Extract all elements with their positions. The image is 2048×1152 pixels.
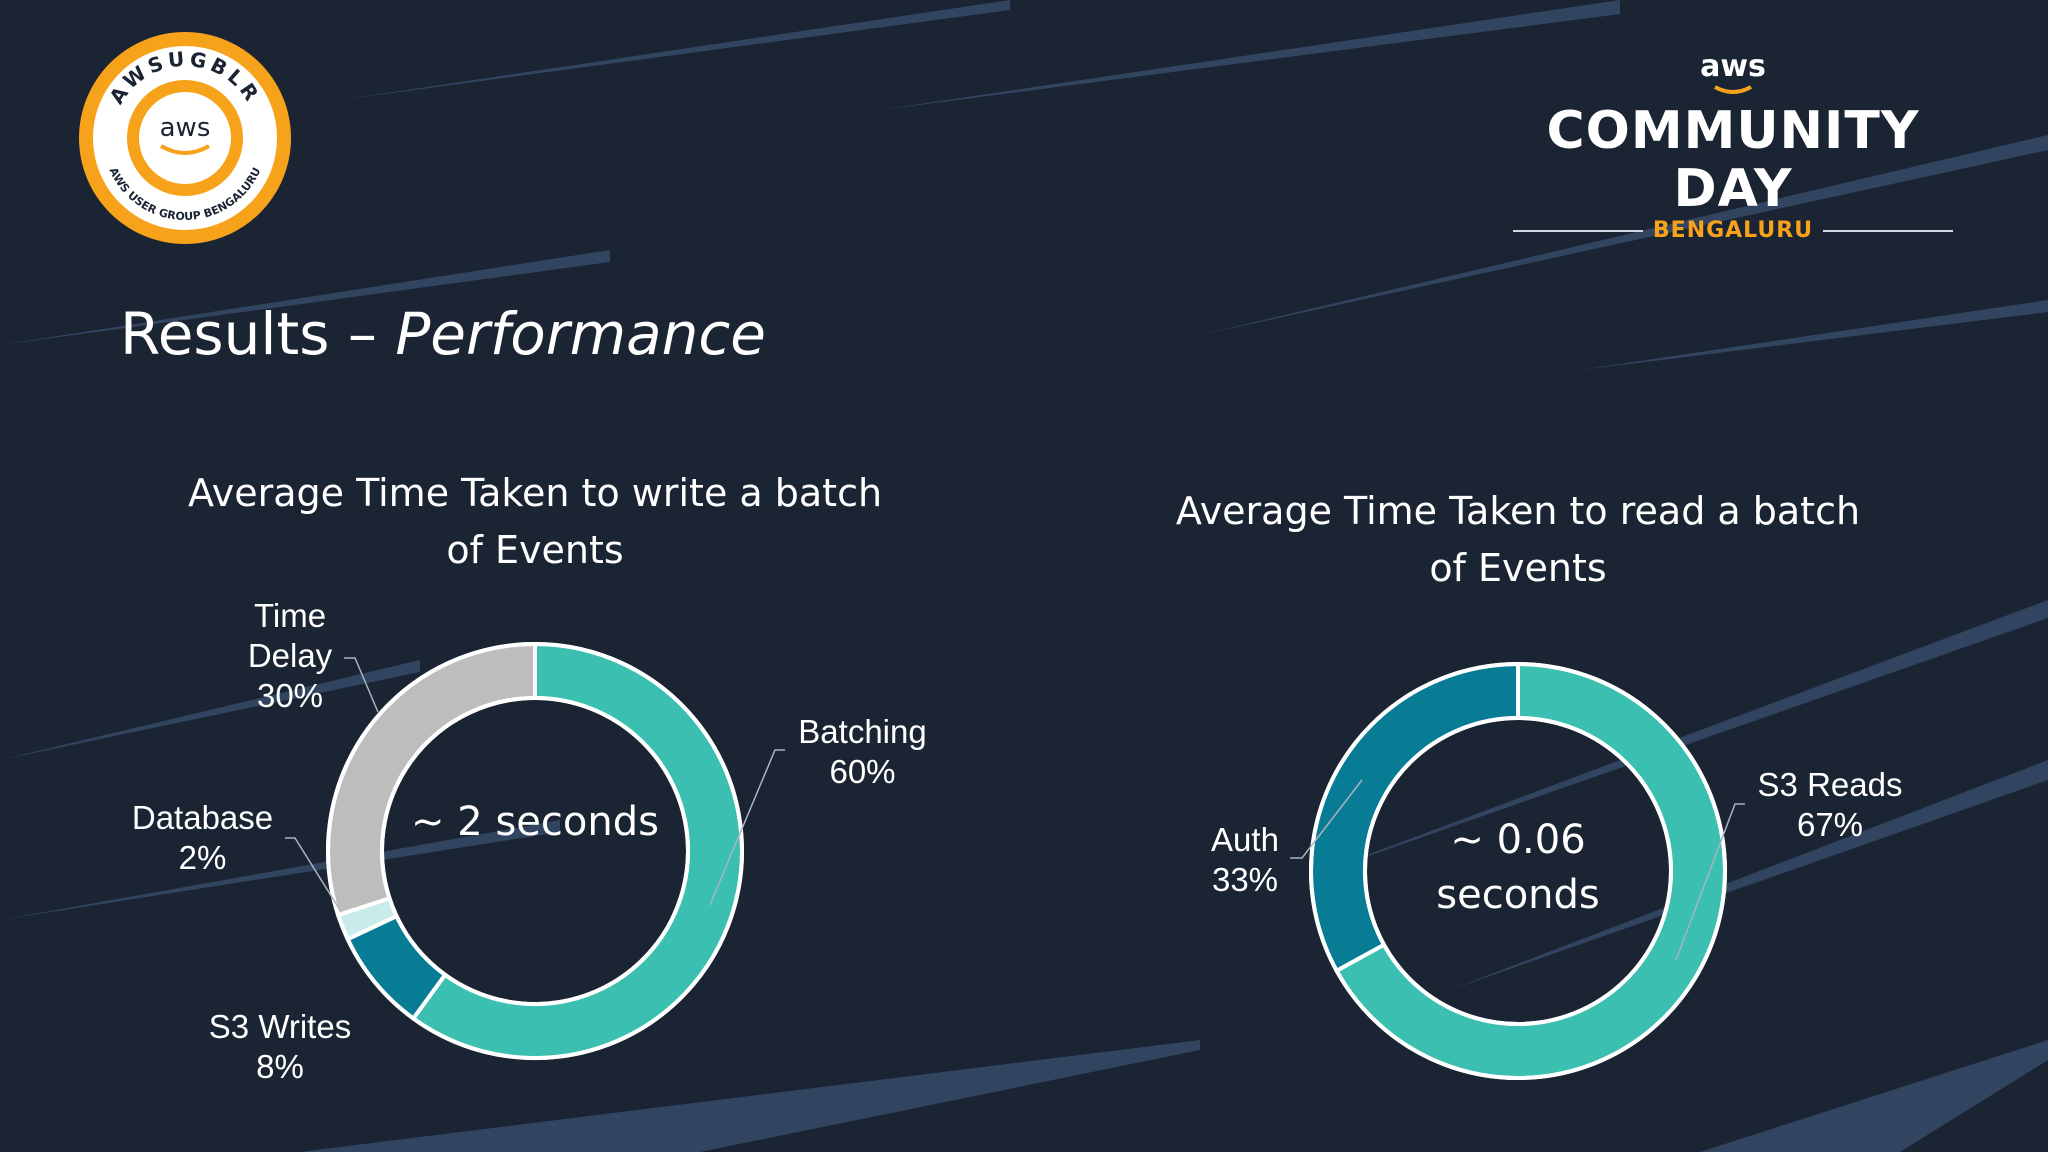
cd-rule-left [1512,229,1643,232]
aws-user-group-logo: AWSUGBLR AWS USER GROUP BENGALURU aws [79,32,291,244]
chart1-label-database-pct: 2% [178,839,227,876]
slide-title-main: Results – [120,300,396,368]
chart2-label-s3-reads-pct: 67% [1796,806,1864,843]
chart1-leader-time-delay [344,657,379,713]
chart2-title-line1: Average Time Taken to read a batch [1175,489,1861,533]
chart1-outer-outline [326,642,744,1060]
bg-stripe [880,0,1620,110]
cd-city-row: BENGALURU [1498,218,1968,243]
cd-rule-right [1823,229,1954,232]
chart2-label-auth-name: Auth [1211,821,1279,858]
chart1-title-line1: Average Time Taken to write a batch [187,471,883,515]
chart2-title: Average Time Taken to read a batch of Ev… [1138,483,1898,597]
chart1-label-batching: Batching 60% [780,712,945,792]
logo-center [139,92,231,184]
chart2-inner-outline [1363,716,1673,1026]
logo-aws-text: aws [160,113,211,143]
community-day-logo: aws COMMUNITY DAY BENGALURU [1498,50,1968,243]
bg-stripe [0,660,420,760]
cd-aws-text: aws [1700,49,1766,84]
chart2-label-s3-reads-name: S3 Reads [1757,766,1903,803]
chart1-center-line1: ~ 2 seconds [411,799,659,845]
chart1-leader-database [285,837,341,911]
chart1-center-text: ~ 2 seconds [385,795,685,850]
chart1-label-time-delay-pct: 30% [256,677,324,714]
chart1-title-line2: of Events [446,528,624,572]
chart1-label-batching-name: Batching [798,713,927,750]
bg-stripe [0,820,560,920]
chart2-leader-auth [1290,779,1363,859]
bg-stripe [1450,760,2048,990]
chart1-label-time-delay: Time Delay 30% [220,596,360,716]
bg-stripe [1200,135,2048,335]
chart1-inner-outline [380,696,690,1006]
chart2-label-auth-pct: 33% [1211,861,1279,898]
bg-stripe [340,0,1010,100]
chart1-label-s3-writes-name: S3 Writes [208,1008,352,1045]
bg-stripe [1700,1040,2048,1152]
chart2-label-s3-reads: S3 Reads 67% [1740,765,1920,845]
cd-city-text: BENGALURU [1652,218,1814,243]
chart1-leader-batching [709,749,785,906]
chart2-center-line1: ~ 0.06 [1450,817,1586,863]
bg-stripe [0,250,610,345]
chart1-label-database-name: Database [131,799,274,836]
chart2-outer-outline [1309,662,1727,1080]
slide-title: Results – Performance [120,300,766,368]
chart1-label-database: Database 2% [120,798,285,878]
chart1-label-batching-pct: 60% [829,753,896,790]
chart1-label-time-delay-line1: Time [253,597,327,634]
chart1-label-s3-writes-pct: 8% [256,1048,304,1085]
cd-aws-smile-icon [1714,85,1752,94]
chart2-center-line2: seconds [1436,872,1600,918]
chart2-title-line2: of Events [1429,546,1607,590]
aws-smile-icon [159,144,211,155]
bg-stripe [1580,300,2048,370]
bg-stripe [300,1040,1200,1152]
slide-title-sub: Performance [395,300,766,368]
chart2-label-auth: Auth 33% [1195,820,1295,900]
chart1-label-s3-writes: S3 Writes 8% [195,1007,365,1087]
chart1-label-time-delay-line2: Delay [247,637,333,674]
chart2-leader-s3-reads [1675,803,1745,961]
chart1-title: Average Time Taken to write a batch of E… [155,465,915,579]
chart2-center-text: ~ 0.06 seconds [1368,813,1668,923]
cd-main-text: COMMUNITY DAY [1546,101,1920,219]
